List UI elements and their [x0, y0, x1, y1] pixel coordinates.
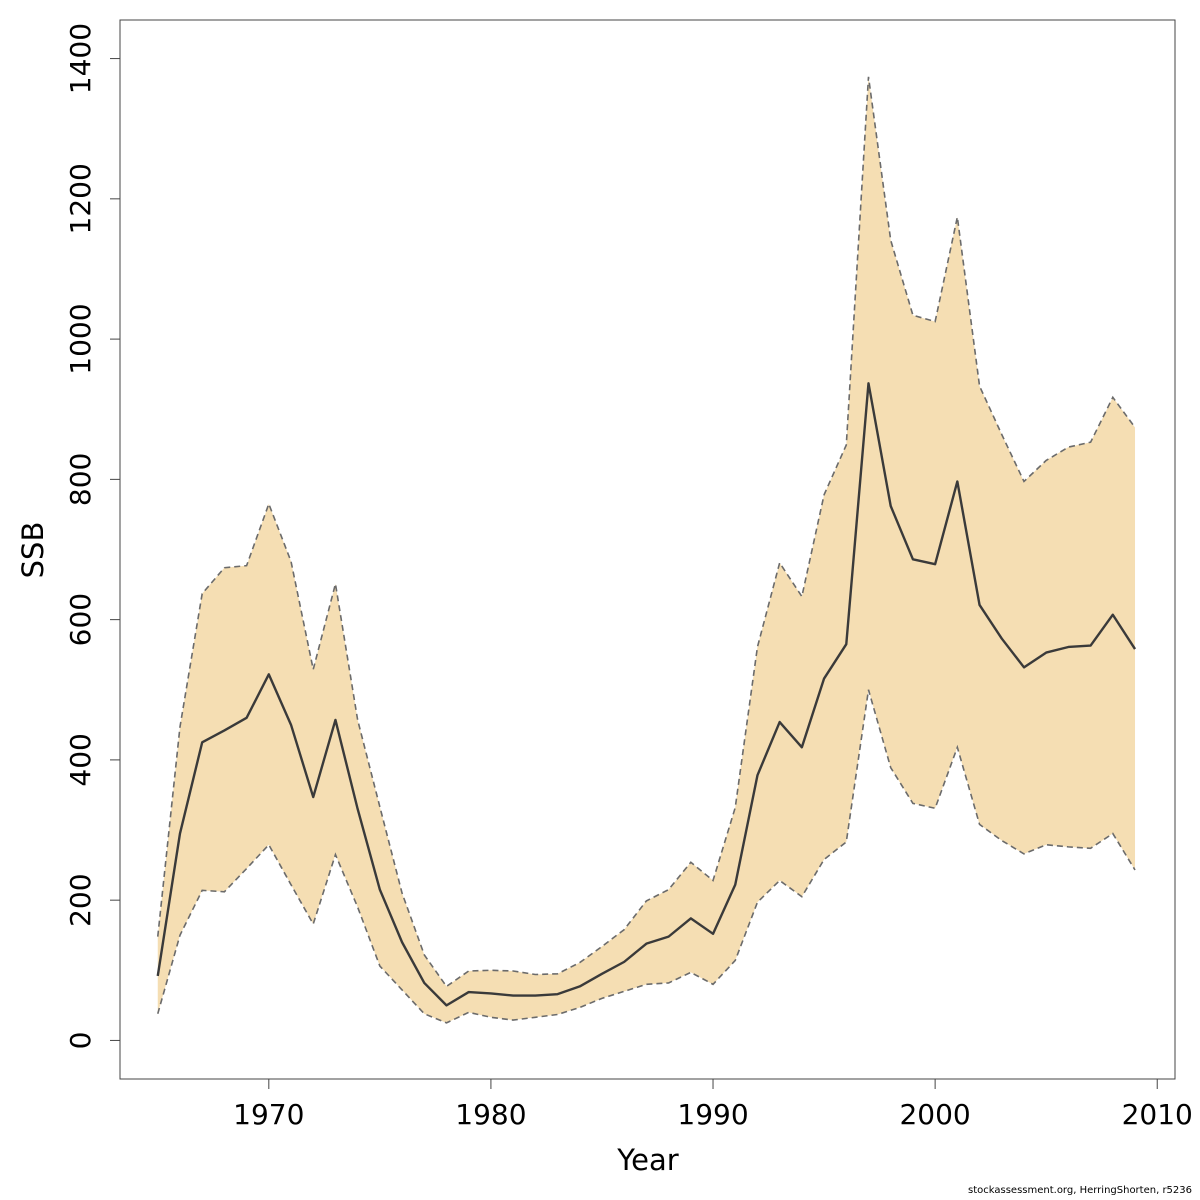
source-footnote: stockassessment.org, HerringShorten, r52… — [968, 1185, 1192, 1196]
ssb-series — [156, 382, 1137, 1007]
y-tick-label: 400 — [64, 733, 97, 786]
y-tick-label: 1200 — [64, 163, 97, 234]
x-tick-label: 2010 — [1122, 1098, 1193, 1131]
y-tick-label: 200 — [64, 873, 97, 926]
confidence-band — [156, 76, 1136, 1024]
x-tick-label: 2000 — [899, 1098, 970, 1131]
y-tick-label: 800 — [64, 453, 97, 506]
x-axis-title: Year — [616, 1143, 678, 1177]
ssb-line — [156, 382, 1137, 1007]
y-tick-label: 0 — [64, 1032, 97, 1050]
y-axis-title: SSB — [16, 522, 50, 579]
x-axis: 1970 1980 1990 2000 2010 — [233, 1078, 1193, 1131]
y-tick-label: 600 — [64, 593, 97, 646]
x-tick-label: 1980 — [455, 1098, 526, 1131]
band-fill — [157, 76, 1136, 1023]
x-tick-label: 1990 — [677, 1098, 748, 1131]
y-tick-label: 1400 — [64, 23, 97, 94]
y-tick-label: 1000 — [64, 303, 97, 374]
upper-bound-line — [156, 76, 1136, 988]
y-axis: 0 200 400 600 800 1000 1200 1400 — [64, 23, 121, 1050]
lower-bound-line — [156, 689, 1136, 1024]
x-tick-label: 1970 — [233, 1098, 304, 1131]
